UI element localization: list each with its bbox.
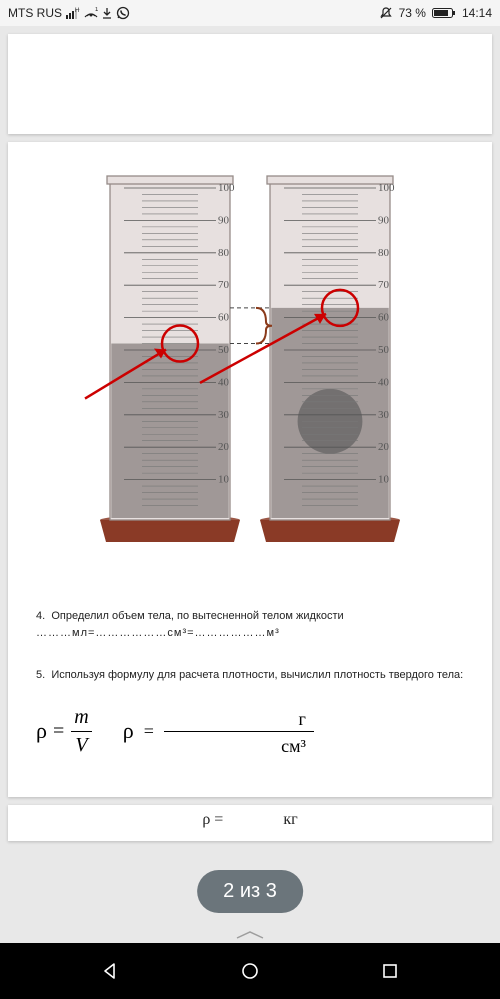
question-4: 4. Определил объем тела, по вытесненной … bbox=[28, 608, 472, 641]
svg-text:40: 40 bbox=[378, 376, 390, 388]
hotspot-icon: 1 bbox=[84, 7, 98, 19]
next-page-peek: ρ = кг bbox=[8, 805, 492, 841]
carrier-label: MTS RUS bbox=[8, 6, 62, 20]
svg-text:H+: H+ bbox=[75, 8, 80, 14]
q5-num: 5. bbox=[36, 669, 45, 681]
svg-text:90: 90 bbox=[218, 214, 230, 226]
svg-text:80: 80 bbox=[378, 247, 390, 259]
equals-sign: = bbox=[53, 720, 64, 743]
svg-text:60: 60 bbox=[378, 312, 390, 324]
prev-page-peek bbox=[8, 34, 492, 134]
battery-pct-label: 73 % bbox=[399, 6, 426, 20]
svg-text:100: 100 bbox=[378, 182, 395, 194]
home-button[interactable] bbox=[220, 951, 280, 991]
cylinders-svg: 10 20 30 40 50 60 70 80 90 100 10 20 30 40 50 60 70 80 90 1… bbox=[80, 172, 420, 582]
battery-icon bbox=[432, 7, 456, 19]
page-indicator-label: 2 из 3 bbox=[223, 880, 277, 902]
numerator-m: m bbox=[70, 706, 92, 731]
rho-symbol-2: ρ bbox=[123, 718, 134, 744]
denominator-v: V bbox=[71, 731, 91, 757]
svg-text:50: 50 bbox=[218, 344, 230, 356]
mute-icon bbox=[379, 6, 393, 20]
blank-fraction: г см³ bbox=[164, 709, 314, 754]
svg-text:40: 40 bbox=[218, 376, 230, 388]
chevron-up-icon bbox=[235, 930, 265, 940]
q5-text: Используя формулу для расчета плотности,… bbox=[51, 669, 463, 681]
cylinders-figure: 10 20 30 40 50 60 70 80 90 100 10 20 30 40 50 60 70 80 90 1… bbox=[80, 172, 420, 582]
formula-row: ρ = m V ρ = г см³ bbox=[28, 706, 472, 757]
svg-text:30: 30 bbox=[378, 409, 390, 421]
svg-text:20: 20 bbox=[218, 441, 230, 453]
svg-text:1: 1 bbox=[95, 7, 98, 13]
nav-bar bbox=[0, 943, 500, 999]
q4-num: 4. bbox=[36, 610, 45, 622]
unit-g: г bbox=[164, 709, 314, 731]
svg-text:30: 30 bbox=[218, 409, 230, 421]
bottom-handle[interactable] bbox=[0, 927, 500, 943]
formula-calc: ρ = г см³ bbox=[123, 709, 314, 754]
back-button[interactable] bbox=[80, 951, 140, 991]
peek-kg: кг bbox=[283, 811, 297, 829]
svg-text:90: 90 bbox=[378, 214, 390, 226]
q4-blanks: ………мл=………………см³=………………м³ bbox=[36, 627, 280, 639]
page-indicator: 2 из 3 bbox=[197, 870, 303, 913]
triangle-back-icon bbox=[100, 961, 120, 981]
formula-definition: ρ = m V bbox=[36, 706, 93, 757]
circle-home-icon bbox=[240, 961, 260, 981]
recent-button[interactable] bbox=[360, 951, 420, 991]
m-over-v: m V bbox=[70, 706, 92, 757]
question-5: 5. Используя формулу для расчета плотнос… bbox=[28, 667, 472, 684]
q4-text: Определил объем тела, по вытесненной тел… bbox=[51, 610, 343, 622]
unit-cm3: см³ bbox=[164, 732, 314, 754]
clock-label: 14:14 bbox=[462, 6, 492, 20]
document-viewport[interactable]: 10 20 30 40 50 60 70 80 90 100 10 20 30 40 50 60 70 80 90 1… bbox=[0, 26, 500, 943]
status-bar: MTS RUS H+ 1 73 % 14:14 bbox=[0, 0, 500, 26]
svg-text:70: 70 bbox=[218, 279, 230, 291]
svg-text:100: 100 bbox=[218, 182, 235, 194]
rho-symbol: ρ bbox=[36, 718, 47, 744]
download-icon bbox=[102, 7, 112, 19]
signal-icon: H+ bbox=[66, 7, 80, 19]
svg-text:80: 80 bbox=[218, 247, 230, 259]
svg-text:50: 50 bbox=[378, 344, 390, 356]
svg-text:10: 10 bbox=[218, 474, 230, 486]
equals-sign-2: = bbox=[144, 721, 154, 742]
svg-text:20: 20 bbox=[378, 441, 390, 453]
square-recent-icon bbox=[380, 961, 400, 981]
whatsapp-icon bbox=[116, 6, 130, 20]
svg-text:70: 70 bbox=[378, 279, 390, 291]
svg-text:10: 10 bbox=[378, 474, 390, 486]
page-card: 10 20 30 40 50 60 70 80 90 100 10 20 30 40 50 60 70 80 90 1… bbox=[8, 142, 492, 797]
svg-text:60: 60 bbox=[218, 312, 230, 324]
peek-rho: ρ = bbox=[202, 811, 223, 829]
